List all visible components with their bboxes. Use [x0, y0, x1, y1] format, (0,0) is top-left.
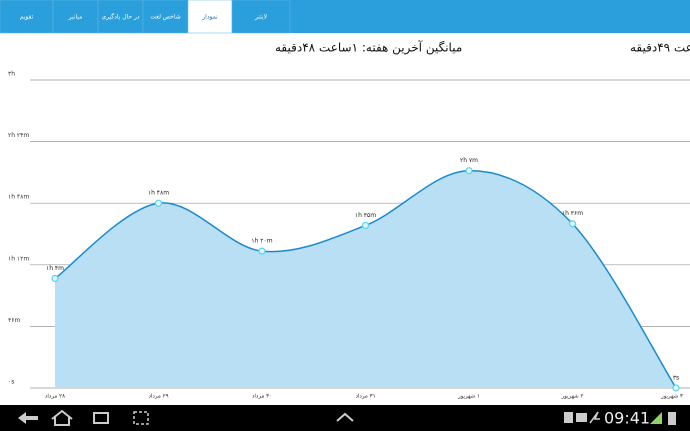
point	[672, 384, 680, 392]
y-tick-label: ۰s	[8, 379, 14, 386]
point	[465, 167, 473, 175]
tab[interactable]	[231, 0, 291, 34]
y-tick-label: ۱h ۴۸m	[8, 194, 29, 201]
value-label: ۱h ۲۰m	[251, 238, 272, 245]
y-tick-label: ۳۶m	[8, 317, 20, 324]
x-tick-label: ۳ شهریور	[660, 394, 683, 400]
y-tick-label: ۳h	[8, 71, 15, 78]
menu-up-button[interactable]	[336, 412, 354, 422]
value-label: ۱h ۴m	[46, 265, 64, 272]
tab-label[interactable]: میانبر	[68, 14, 83, 21]
status-icon	[576, 413, 587, 422]
x-tick-label: ۲۸ مرداد	[45, 394, 65, 400]
value-label: ۱h ۴۸m	[148, 190, 169, 197]
clock: 09:41	[604, 409, 650, 428]
value-label: ۱h ۳۶m	[562, 210, 583, 217]
battery-icon	[668, 412, 676, 425]
week-average: میانگین آخرین هفته: ۱ساعت ۴۸دقیقه	[275, 40, 462, 56]
y-tick-label: ۲h ۲۴m	[8, 132, 29, 139]
x-tick-label: ۱ شهریور	[457, 394, 480, 400]
point	[154, 199, 163, 207]
tab-label[interactable]: نمودار	[201, 14, 218, 21]
value-label: ۲h ۷m	[460, 157, 478, 164]
x-tick-label: ۳۱ مرداد	[355, 394, 375, 400]
point	[51, 274, 59, 283]
month-average: میانگین آخرین ماه: ۱ساعت ۴۹دقیقه	[630, 40, 690, 56]
signal-icon	[650, 412, 662, 424]
recent-apps-button[interactable]	[93, 412, 109, 424]
value-label: ۱h ۳۵m	[355, 212, 376, 219]
point	[568, 220, 577, 228]
status-icon	[589, 411, 600, 424]
tab[interactable]	[0, 0, 54, 34]
back-button[interactable]	[18, 412, 38, 424]
area	[55, 170, 676, 388]
tab[interactable]	[97, 0, 144, 34]
point	[361, 221, 370, 230]
selected-tab[interactable]	[187, 0, 233, 34]
tab-label[interactable]: در حال یادگیری	[101, 13, 139, 21]
nav-bar	[0, 405, 690, 431]
x-tick-label: ۲۹ مرداد	[148, 394, 168, 400]
x-tick-label: ۳۰ مرداد	[252, 394, 272, 400]
point	[258, 247, 266, 255]
tab-label[interactable]: شاخص لغت	[150, 14, 180, 21]
status-icon	[564, 412, 573, 423]
tab-label[interactable]: تقویم	[20, 14, 34, 21]
value-label: ۳s	[673, 374, 679, 381]
screenshot-button[interactable]	[133, 411, 149, 425]
tab-label[interactable]: لایتنر	[254, 14, 267, 21]
y-tick-label: ۱h ۱۲m	[8, 255, 29, 262]
home-button[interactable]	[51, 409, 73, 426]
x-tick-label: ۲ شهریور	[561, 394, 584, 400]
